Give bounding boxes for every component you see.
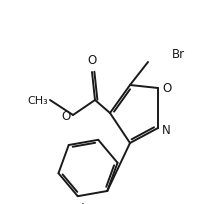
Text: N: N	[162, 123, 171, 136]
Text: O: O	[87, 54, 97, 67]
Text: O: O	[162, 82, 171, 94]
Text: CH₃: CH₃	[27, 96, 48, 106]
Text: Cl: Cl	[73, 203, 84, 204]
Text: O: O	[62, 110, 71, 122]
Text: Br: Br	[172, 49, 185, 61]
